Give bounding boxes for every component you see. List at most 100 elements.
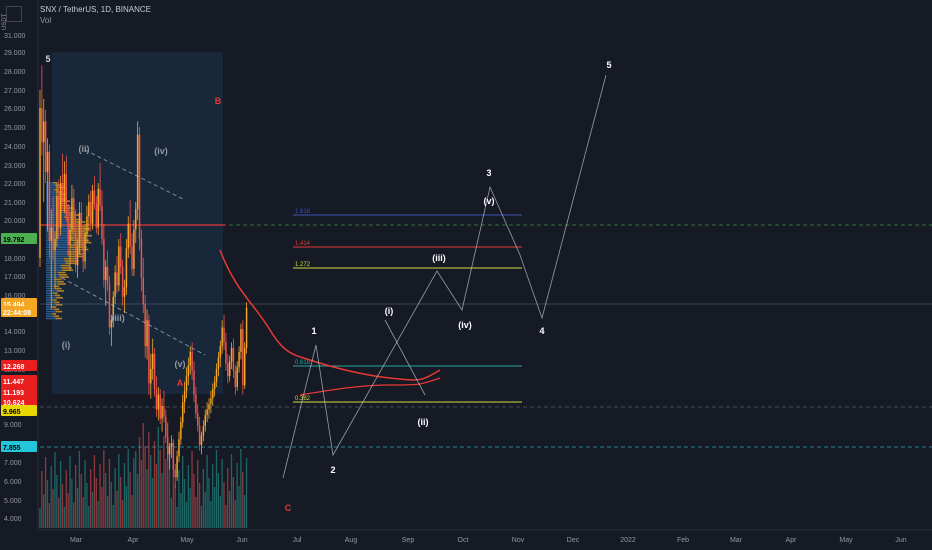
wave-label: 4 [539,326,544,336]
candle-body [212,388,214,399]
volume-bar [105,473,107,528]
candle-body [243,348,246,386]
candle-body [142,277,145,304]
wave-label: 2 [330,465,335,475]
price-tick-label: 23.000 [4,163,26,170]
volume-bar [200,506,203,528]
candle-body [163,406,165,417]
volume-profile-bar [69,221,86,223]
volume-profile-bar [53,308,60,311]
volume-profile-bar [46,283,58,285]
candle-body [200,435,203,445]
volume-profile-bar [46,246,71,248]
volume-bar [193,474,195,528]
wave-projection-line [384,319,426,396]
volume-bar [153,441,156,528]
price-tick-label: 24.000 [4,144,26,151]
candle-body [76,246,79,266]
volume-bar [167,422,169,528]
chart-title: SNX / TetherUS, 1D, BINANCE [40,5,151,14]
candle-body [221,327,223,347]
volume-profile-bar [52,306,57,308]
candle-body [41,108,43,143]
price-tag [1,396,37,407]
volume-bar [161,473,163,528]
volume-profile-bar [56,290,65,292]
volume-profile-bar [46,207,64,209]
volume-bar [93,455,96,528]
volume-bar [110,482,112,528]
candle-body [93,190,96,204]
candle-body [181,402,184,423]
volume-profile-bar [46,253,68,255]
candle-body [178,439,180,457]
candle-body [228,361,231,377]
candle-body [193,370,195,395]
candle-body [69,229,71,245]
volume-bar [157,427,159,528]
volume-bar [228,491,231,528]
volume-profile-bar [55,278,62,281]
volume-bar [206,455,208,528]
volume-profile-bar [70,246,87,248]
candle-body [114,272,116,297]
volume-profile-bar [46,271,58,274]
candle-body [191,351,193,371]
candle-body [202,425,205,436]
candle-body [223,327,225,343]
volume-profile-bar [46,198,58,200]
candle-body [219,346,222,358]
volume-bar [84,460,86,528]
volume-bar [146,469,148,528]
candle-body [131,246,133,269]
volume-bar [95,478,97,528]
volume-profile-bar [46,315,54,317]
candle-body [43,121,45,143]
candle-body [52,227,54,251]
volume-bar [170,498,173,528]
volume-bar [172,461,174,528]
time-tick-label: Jul [293,537,302,544]
volume-bar [163,436,165,528]
volume-profile-bar [69,230,85,232]
time-tick-label: Jun [236,537,247,544]
volume-bar [185,502,188,528]
volume-profile-bar [69,244,85,246]
candle-body [153,353,156,389]
candle-body [84,233,86,262]
volume-profile-bar [46,285,54,288]
candle-body [39,108,41,258]
volume-profile-bar [46,216,64,219]
candle-body [48,151,51,241]
volume-bar [123,463,126,528]
volume-bar [244,495,246,528]
wave-label: (iii) [111,313,125,323]
candle-body [210,398,212,405]
price-tick-label: 21.000 [4,200,26,207]
volume-bar [174,484,176,528]
candle-body [65,174,68,217]
volume-profile-bar [46,239,72,242]
price-tick-label: 25.000 [4,125,26,132]
volume-profile-box [52,52,223,394]
volume-bar [212,464,214,528]
candle-body [127,223,130,249]
volume-bar [71,479,73,528]
volume-profile-bar [59,276,69,278]
volume-bar [108,459,111,528]
volume-profile-bar [46,269,63,271]
fib-level-label: 1.618 [295,209,311,215]
volume-bar [215,450,218,528]
candle-body [71,198,73,230]
volume-bar [46,480,49,528]
price-tag-label: 10.624 [3,400,25,407]
volume-profile-bar [46,276,60,278]
wave-label: (ii) [418,417,429,427]
volume-bar [67,493,69,528]
price-tick-label: 16.000 [4,293,26,300]
volume-bar [118,454,120,528]
candle-body [172,443,175,470]
volume-bar [58,498,60,528]
candle-body [161,406,163,419]
